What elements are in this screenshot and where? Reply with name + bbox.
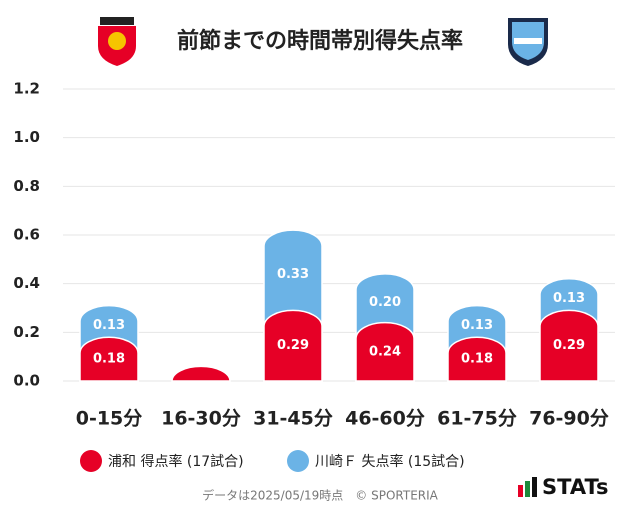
legend-marker (80, 450, 102, 472)
y-tick-label: 0.6 (13, 226, 40, 244)
data-label: 0.29 (553, 338, 585, 353)
footnote: データは2025/05/19時点 © SPORTERIA (202, 488, 439, 503)
stats-logo (518, 477, 537, 497)
data-label: 0.18 (461, 352, 493, 367)
bar-segment (263, 309, 323, 382)
logo-text: STATs (542, 475, 608, 499)
data-label: 0.13 (93, 318, 125, 333)
legend-marker (287, 450, 309, 472)
y-tick-label: 0.2 (13, 323, 40, 341)
chart-title: 前節までの時間帯別得失点率 (177, 28, 463, 54)
y-tick-label: 1.2 (13, 80, 40, 98)
x-tick-label: 46-60分 (345, 408, 425, 430)
team-crest-right (508, 18, 548, 66)
bar-segment (447, 336, 507, 382)
x-tick-label: 0-15分 (76, 408, 143, 430)
x-tick-label: 16-30分 (161, 408, 241, 430)
x-tick-label: 31-45分 (253, 408, 333, 430)
y-tick-label: 0.8 (13, 177, 40, 195)
data-label: 0.29 (277, 338, 309, 353)
data-label: 0.24 (369, 344, 401, 359)
bar-segment (79, 336, 139, 382)
x-tick-label: 61-75分 (437, 408, 517, 430)
team-crest-left (98, 17, 136, 66)
data-label: 0.13 (461, 318, 493, 333)
bar-segment (171, 365, 231, 382)
y-tick-label: 0.4 (13, 274, 40, 292)
bar-segment (355, 321, 415, 382)
y-tick-label: 1.0 (13, 128, 40, 146)
data-label: 0.33 (277, 267, 309, 282)
data-label: 0.18 (93, 352, 125, 367)
legend-label: 川崎Ｆ 失点率 (15試合) (315, 453, 465, 470)
data-label: 0.20 (369, 295, 401, 310)
bar-segment (539, 309, 599, 382)
data-label: 0.13 (553, 291, 585, 306)
legend-label: 浦和 得点率 (17試合) (108, 453, 244, 470)
y-tick-label: 0.0 (13, 372, 40, 390)
x-tick-label: 76-90分 (529, 408, 609, 430)
